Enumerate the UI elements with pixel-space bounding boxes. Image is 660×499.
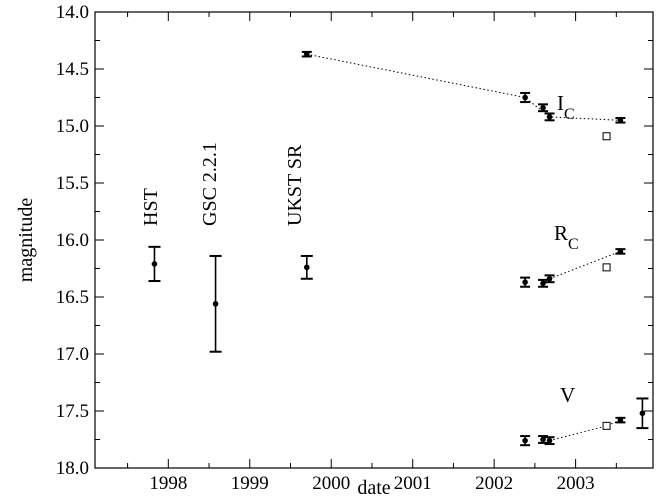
y-tick-label: 16.0 (56, 230, 89, 251)
series-1-point (546, 114, 553, 120)
y-tick-label: 14.5 (56, 59, 89, 80)
series-2-point (546, 275, 553, 282)
series-2-point (617, 248, 624, 255)
series-label-rc: RC (554, 221, 579, 253)
x-tick-label: 2000 (312, 473, 350, 494)
series-3-point (639, 410, 646, 417)
series-3-open-square (602, 421, 611, 430)
y-tick-label: 16.5 (56, 287, 89, 308)
y-tick-label: 17.5 (56, 401, 89, 422)
archive-label-hst: HST (140, 188, 162, 226)
y-tick-label: 18.0 (56, 458, 89, 479)
series-2-dotted-line (549, 250, 621, 280)
series-1-point (303, 51, 310, 57)
y-tick-label: 15.0 (56, 116, 89, 137)
y-tick-label: 15.5 (56, 173, 89, 194)
archive-point (303, 264, 310, 271)
axis-ticks: 1998 1999 2000 2001 2002 2003 14.0 14.5 15.0 15.5… (56, 2, 653, 494)
x-tick-label: 1998 (149, 473, 187, 494)
series-2-open-square (602, 263, 611, 272)
archive-point (151, 261, 158, 267)
series-2-point (522, 279, 528, 285)
series-label-ic: IC (557, 91, 575, 123)
y-tick-label: 14.0 (56, 2, 89, 23)
series-label-rc-sub: C (568, 236, 579, 253)
series-label-ic-sub: C (564, 106, 575, 123)
series-1-point (617, 117, 624, 124)
y-tick-label: 17.0 (56, 344, 89, 365)
x-tick-label: 2001 (394, 473, 432, 494)
x-tick-label: 2003 (557, 473, 595, 494)
series-1-open-square (602, 132, 611, 141)
x-tick-label: 1999 (231, 473, 269, 494)
series-3-point (546, 437, 553, 444)
series-3-point (522, 437, 528, 444)
data-marks (148, 50, 649, 447)
series-3-point (617, 417, 624, 423)
archive-point (212, 301, 219, 307)
x-axis-title: date (357, 477, 390, 499)
series-label-rc-main: R (554, 221, 568, 245)
y-axis-title: magnitude (15, 198, 37, 283)
x-tick-label: 2002 (475, 473, 513, 494)
series-1-point (540, 104, 546, 111)
series-1-point (522, 94, 528, 101)
series-label-ic-main: I (557, 91, 564, 115)
series-2-point (540, 280, 546, 287)
series-1-dotted-line (306, 53, 621, 121)
series-3-point (540, 436, 546, 443)
archive-label-gsc: GSC 2.2.1 (199, 142, 221, 226)
series-label-v: V (560, 383, 575, 407)
archive-label-ukst: UKST SR (284, 144, 306, 226)
